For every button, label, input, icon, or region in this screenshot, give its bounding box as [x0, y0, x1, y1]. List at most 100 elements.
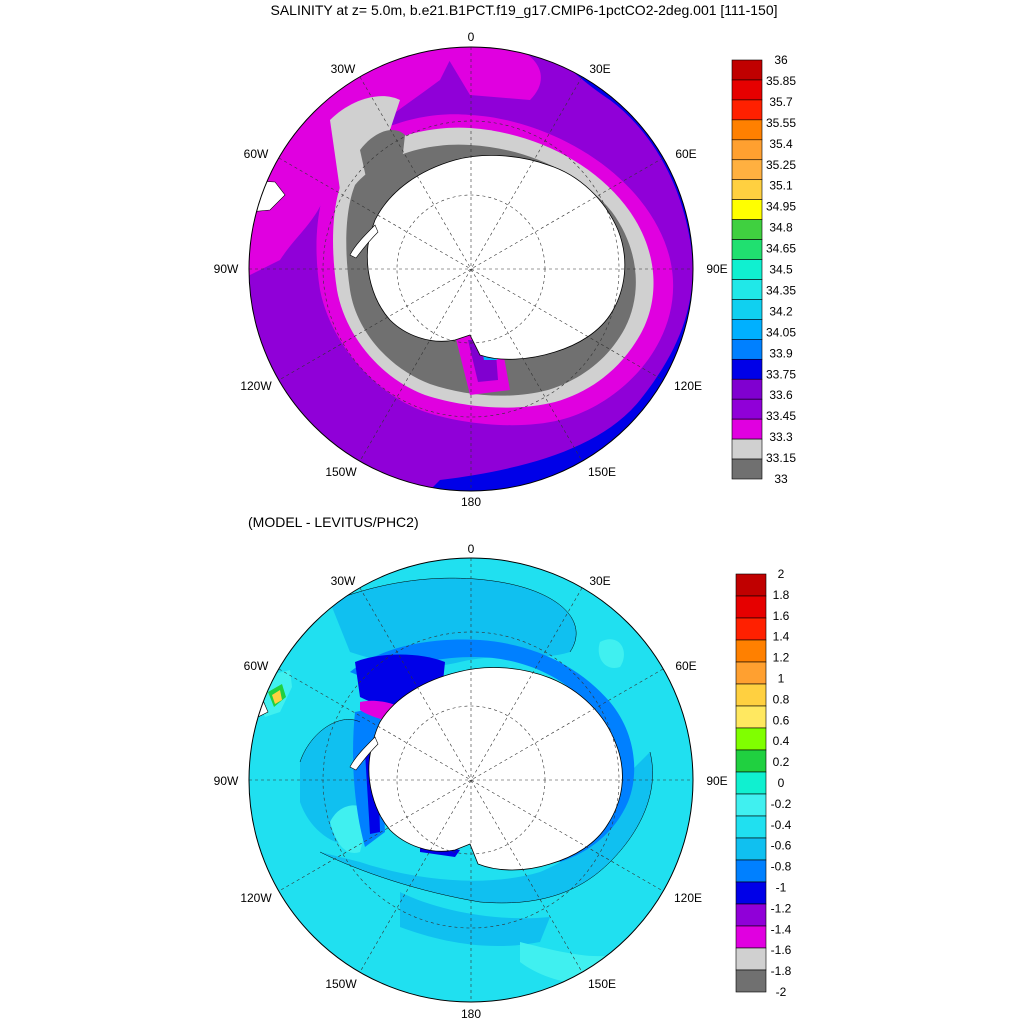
colorbar-tick-label: 33 [774, 472, 788, 486]
lon-label: 60W [244, 147, 269, 161]
colorbar-tick-label: -0.4 [771, 818, 792, 832]
colorbar-tick-label: 0 [778, 776, 785, 790]
colorbar-swatch [735, 683, 767, 707]
colorbar-swatch [731, 99, 763, 121]
colorbar-tick-label: -0.6 [771, 839, 792, 853]
lon-label: 30E [589, 574, 610, 588]
lon-label: 60W [244, 659, 269, 673]
colorbar-swatch [731, 259, 763, 280]
colorbar-swatch [735, 925, 767, 949]
colorbar-swatch [735, 859, 767, 883]
colorbar-tick-label: -2 [776, 985, 787, 999]
colorbar-tick-label: 1.6 [773, 609, 790, 623]
colorbar-tick-label: 35.1 [769, 179, 793, 193]
colorbar-tick-label: 35.7 [769, 95, 793, 109]
colorbar-tick-label: 0.6 [773, 713, 790, 727]
colorbar-tick-label: -1.2 [771, 901, 792, 915]
lon-label: 90W [214, 774, 239, 788]
colorbar-tick-label: 1 [778, 672, 785, 686]
colorbar-swatch [735, 749, 767, 773]
colorbar-swatch [731, 398, 763, 420]
colorbar-swatch [735, 903, 767, 927]
colorbar-swatch [731, 339, 763, 360]
colorbar-tick-label: -1.8 [771, 964, 792, 978]
contour-lines [299, 577, 653, 904]
colorbar-swatch [735, 969, 767, 993]
lon-label: 150W [325, 465, 357, 479]
lon-label: 150W [325, 977, 357, 991]
lon-label: 0 [468, 30, 475, 44]
lon-label: 30W [331, 574, 356, 588]
colorbar-swatch [731, 239, 763, 260]
colorbar-tick-label: -0.8 [771, 860, 792, 874]
longitude-labels: 0 30E 60E 90E 120E 150E 180 150W 120W 90… [214, 30, 728, 509]
colorbar-swatch [731, 139, 763, 161]
colorbar-tick-label: 33.45 [766, 409, 796, 423]
difference-polar-map: 0 30E 60E 90E 120E 150E 180 150W 120W 90… [214, 542, 792, 1021]
colorbar-tick-label: 34.05 [766, 325, 796, 339]
lon-label: 90E [706, 262, 727, 276]
colorbar-tick-label: 35.4 [769, 137, 793, 151]
colorbar-swatch [735, 705, 767, 729]
colorbar-swatch [731, 279, 763, 300]
salinity-polar-map: 0 30E 60E 90E 120E 150E 180 150W 120W 90… [214, 30, 797, 509]
lon-label: 120W [240, 379, 272, 393]
colorbar-swatch [731, 458, 763, 480]
colorbar-swatch [735, 595, 767, 619]
colorbar-swatch [731, 219, 763, 240]
colorbar-swatch [731, 159, 763, 181]
colorbar-swatch [735, 837, 767, 861]
colorbar-tick-label: 34.35 [766, 283, 796, 297]
colorbar-swatch [731, 79, 763, 101]
salinity-field [249, 47, 693, 491]
colorbar-tick-label: 35.85 [766, 74, 796, 88]
colorbar-tick-label: 34.2 [769, 304, 793, 318]
graticule [249, 47, 693, 491]
lon-label: 90E [706, 774, 727, 788]
colorbar-tick-label: 35.55 [766, 116, 796, 130]
difference-field [249, 558, 693, 1002]
longitude-labels: 0 30E 60E 90E 120E 150E 180 150W 120W 90… [214, 542, 728, 1021]
lon-label: 120E [674, 379, 702, 393]
colorbar-tick-label: 2 [778, 567, 785, 581]
colorbar-tick-label: 35.25 [766, 158, 796, 172]
colorbar-tick-label: 1.2 [773, 651, 790, 665]
colorbar-swatch [735, 815, 767, 839]
colorbar-swatch [735, 881, 767, 905]
colorbar-tick-label: 34.5 [769, 263, 793, 277]
colorbar-tick-label: -0.2 [771, 797, 792, 811]
difference-map-title: (MODEL - LEVITUS/PHC2) [248, 514, 419, 530]
lon-label: 150E [588, 977, 616, 991]
colorbar-swatch [731, 319, 763, 340]
colorbar-tick-label: 33.6 [769, 388, 793, 402]
colorbar-tick-label: -1 [776, 881, 787, 895]
colorbar-tick-label: 0.2 [773, 755, 790, 769]
difference-colorbar: 2 1.8 1.6 1.4 1.2 1 0.8 0.6 0.4 0.2 0 -0.2 -0.4 -0.6 -… [735, 567, 792, 999]
salinity-map-title: SALINITY at z= 5.0m, b.e21.B1PCT.f19_g17… [270, 2, 778, 18]
colorbar-tick-label: 1.8 [773, 588, 790, 602]
lon-label: 180 [461, 1007, 481, 1021]
colorbar-tick-label: 0.4 [773, 734, 790, 748]
colorbar-swatch [731, 119, 763, 141]
graticule [249, 558, 693, 1002]
lon-label: 90W [214, 262, 239, 276]
colorbar-tick-label: 36 [774, 53, 788, 67]
colorbar-tick-label: 0.8 [773, 692, 790, 706]
lon-label: 180 [461, 495, 481, 509]
colorbar-tick-label: 33.75 [766, 367, 796, 381]
lon-label: 30W [331, 62, 356, 76]
colorbar-swatch [735, 947, 767, 971]
colorbar-swatch [735, 793, 767, 817]
colorbar-tick-label: 34.95 [766, 200, 796, 214]
lon-label: 30E [589, 62, 610, 76]
colorbar-swatch [735, 617, 767, 641]
colorbar-swatch [735, 639, 767, 663]
colorbar-swatch [735, 573, 767, 597]
colorbar-swatch [731, 299, 763, 320]
colorbar-tick-label: 34.65 [766, 242, 796, 256]
colorbar-tick-label: -1.6 [771, 943, 792, 957]
lon-label: 60E [675, 659, 696, 673]
colorbar-swatch [735, 727, 767, 751]
colorbar-tick-label: -1.4 [771, 922, 792, 936]
colorbar-swatch [731, 358, 763, 380]
